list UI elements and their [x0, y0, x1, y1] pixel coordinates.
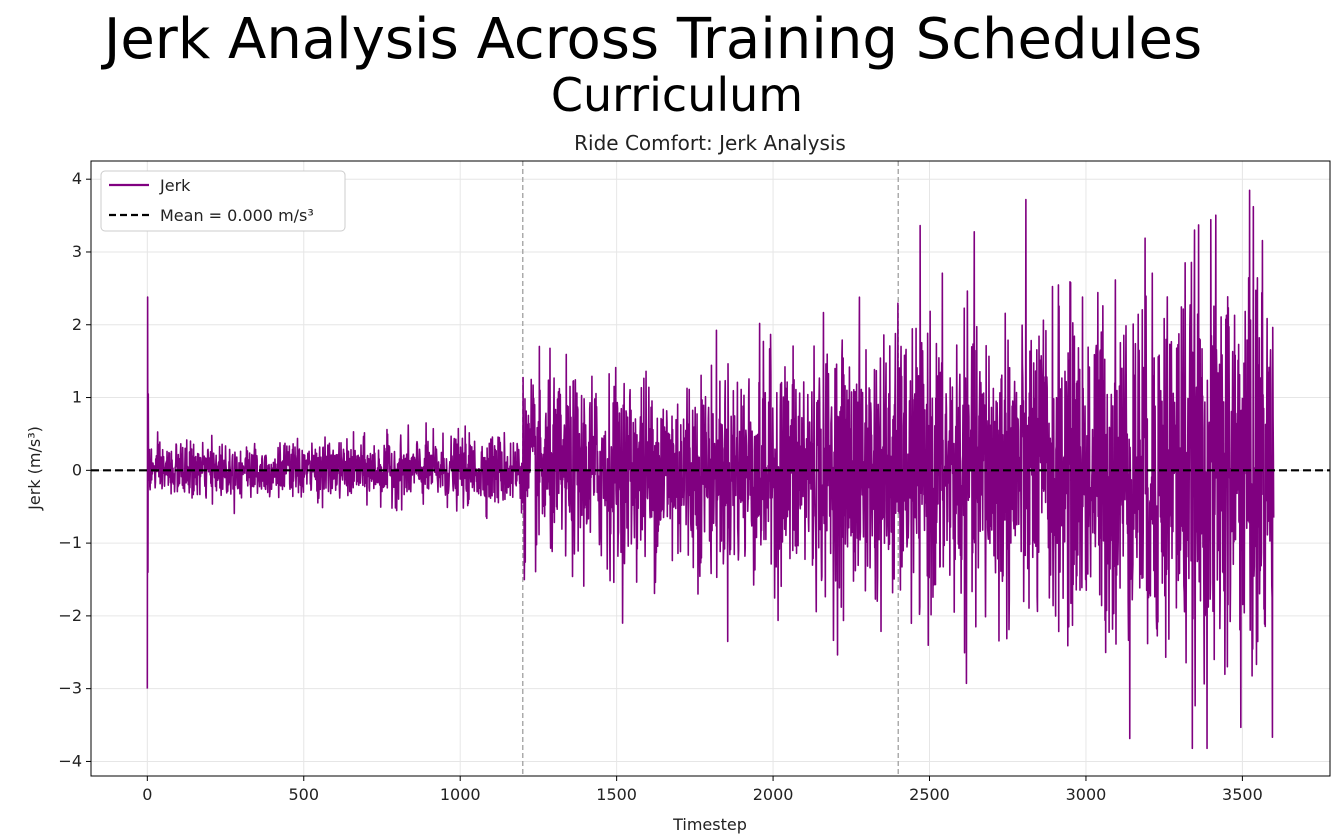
figure-subtitle: Curriculum — [551, 68, 803, 122]
legend: Jerk Mean = 0.000 m/s³ — [100, 170, 346, 232]
x-tick-label-1: 500 — [288, 785, 319, 804]
legend-box — [100, 170, 346, 232]
plot-frame — [90, 160, 1331, 777]
x-tick-label-5: 2500 — [909, 785, 950, 804]
figure-suptitle: Jerk Analysis Across Training Schedules — [101, 7, 1202, 72]
grid — [91, 161, 1330, 776]
x-tick-label-2: 1000 — [440, 785, 481, 804]
y-ticks: −4 −3 −2 −1 0 1 2 3 4 — [58, 169, 91, 770]
x-tick-label-7: 3500 — [1222, 785, 1263, 804]
y-tick-label-7: 3 — [72, 242, 82, 261]
jerk-series-line — [146, 189, 1275, 750]
x-tick-label-3: 1500 — [596, 785, 637, 804]
y-tick-label-2: −2 — [58, 606, 82, 625]
x-tick-label-4: 2000 — [753, 785, 794, 804]
jerk-series — [146, 189, 1275, 750]
x-ticks: 0 500 1000 1500 2000 2500 3000 3500 — [142, 776, 1263, 804]
y-tick-label-1: −3 — [58, 679, 82, 698]
x-tick-label-0: 0 — [142, 785, 152, 804]
x-tick-label-6: 3000 — [1066, 785, 1107, 804]
y-tick-label-5: 1 — [72, 388, 82, 407]
legend-mean-label: Mean = 0.000 m/s³ — [160, 206, 314, 225]
chart-title: Ride Comfort: Jerk Analysis — [574, 131, 846, 155]
y-tick-label-8: 4 — [72, 169, 82, 188]
y-tick-label-0: −4 — [58, 751, 82, 770]
legend-jerk-label: Jerk — [159, 176, 191, 195]
x-axis-label: Timestep — [672, 815, 747, 834]
y-tick-label-3: −1 — [58, 533, 82, 552]
y-tick-label-6: 2 — [72, 315, 82, 334]
y-tick-label-4: 0 — [72, 460, 82, 479]
y-axis-label: Jerk (m/s³) — [25, 426, 44, 511]
